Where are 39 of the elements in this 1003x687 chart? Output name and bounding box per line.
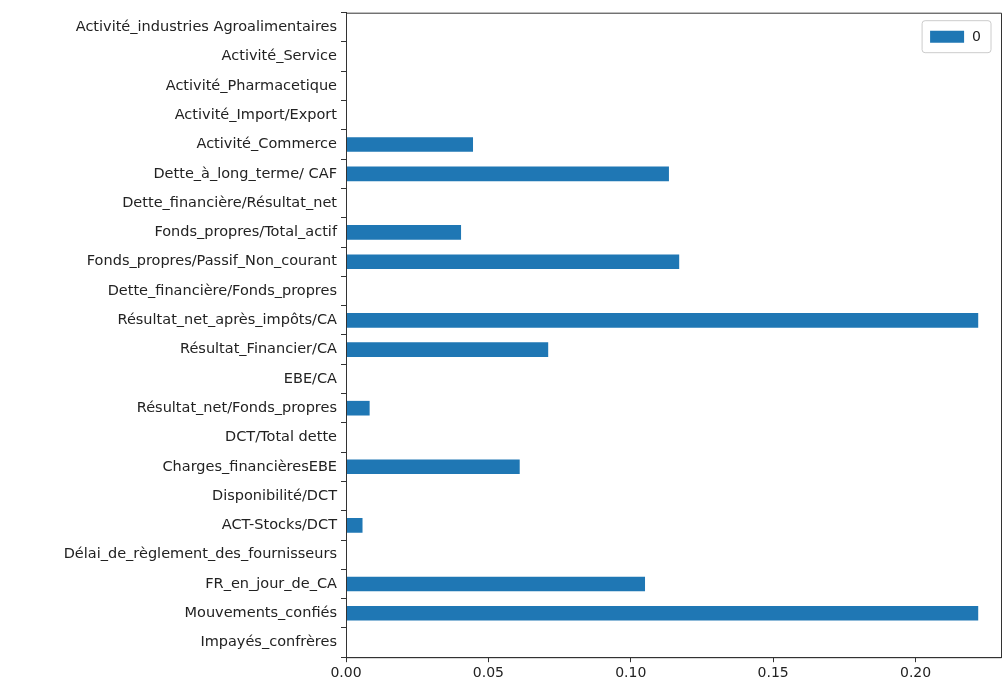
x-tick-label: 0.00 <box>330 664 362 681</box>
y-tick-label: Charges_financièresEBE <box>162 457 337 474</box>
x-tick-label: 0.15 <box>757 664 789 681</box>
bar <box>346 576 646 592</box>
bar <box>346 166 669 182</box>
bar <box>346 605 979 621</box>
x-tick-label: 0.05 <box>472 664 504 681</box>
y-tick-label: Activité_Commerce <box>196 135 338 152</box>
y-tick-label: Mouvements_confiés <box>184 604 337 621</box>
bar <box>346 137 474 152</box>
y-tick-label: Fonds_propres/Passif_Non_courant <box>86 252 338 269</box>
y-tick-label: ACT-Stocks/DCT <box>221 516 338 533</box>
y-tick-label: Activité_Pharmacetique <box>165 76 338 93</box>
bar <box>346 254 680 270</box>
y-tick-label: Résultat_net/Fonds_propres <box>136 398 337 415</box>
y-tick-label: Disponibilité/DCT <box>212 486 338 503</box>
y-tick-label: Dette_financière/Résultat_net <box>122 193 338 210</box>
bar <box>346 518 363 533</box>
y-tick-label: Activité_Service <box>221 47 338 64</box>
legend-label: 0 <box>972 28 982 45</box>
y-tick-label: Impayés_confrères <box>200 633 337 650</box>
y-tick-label: DCT/Total dette <box>225 428 338 445</box>
bar <box>346 225 462 240</box>
bar <box>346 312 979 328</box>
y-tick-label: Dette_à_long_terme/ CAF <box>153 164 337 181</box>
y-tick-label: FR_en_jour_de_CA <box>205 574 338 591</box>
y-tick-label: EBE/CA <box>283 369 338 386</box>
x-tick-label: 0.10 <box>615 664 647 681</box>
y-tick-label: Fonds_propres/Total_actif <box>154 223 338 240</box>
y-tick-label: Résultat_net_après_impôts/CA <box>117 311 338 328</box>
y-tick-label: Délai_de_règlement_des_fournisseurs <box>63 545 337 562</box>
y-tick-label: Résultat_Financier/CA <box>179 340 338 357</box>
x-tick-label: 0.20 <box>899 664 932 681</box>
y-tick-label: Activité_Import/Export <box>174 106 338 122</box>
bar <box>346 459 520 475</box>
y-tick-label: Dette_financière/Fonds_propres <box>107 281 337 298</box>
y-tick-label: Activité_industries Agroalimentaires <box>75 18 337 35</box>
bar <box>346 342 549 357</box>
bar <box>346 400 370 416</box>
